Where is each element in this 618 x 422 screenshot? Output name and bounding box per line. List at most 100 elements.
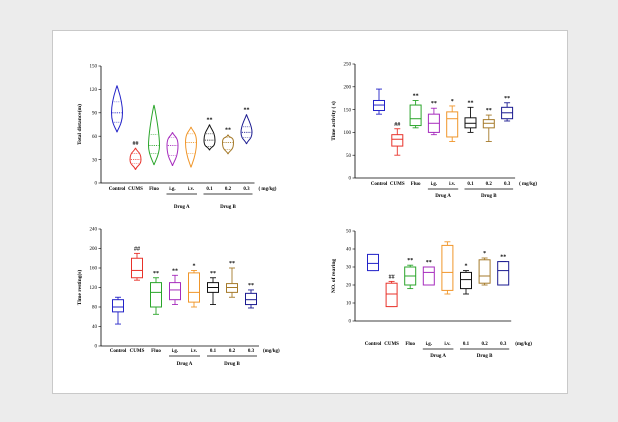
mark-Fluo	[150, 277, 162, 315]
mark-Control	[373, 88, 385, 115]
mark-i.g.	[427, 107, 440, 136]
x-category-label: CUMS	[384, 342, 399, 347]
significance-label: **	[207, 118, 213, 124]
significance-label: **	[486, 108, 492, 114]
x-category-label: 0.2	[486, 182, 493, 187]
x-category-label: Fluo	[405, 342, 415, 347]
box-iqr	[422, 266, 435, 286]
mark-i.g.	[169, 274, 181, 306]
mark-Control	[110, 85, 124, 133]
x-category-label: CUMS	[128, 187, 143, 192]
drug-b-label: Drug B	[224, 362, 240, 367]
significance-label: **	[248, 283, 254, 289]
x-category-label: Control	[109, 187, 126, 192]
x-category-label: i.g.	[172, 349, 179, 354]
y-tick-label: 240	[90, 228, 98, 233]
significance-label: *	[483, 251, 486, 257]
y-tick-label: 100	[344, 131, 352, 136]
significance-label: **	[153, 271, 159, 277]
y-tick-label: 200	[90, 247, 98, 252]
mark-Control	[367, 253, 379, 272]
mark-i.v.	[184, 126, 198, 168]
drug-b-label: Drug B	[477, 354, 493, 359]
x-category-label: 0.2	[481, 342, 488, 347]
mark-i.g.	[166, 132, 179, 166]
drug-a-label: Drug A	[177, 362, 193, 367]
x-category-label: Fluo	[411, 182, 421, 187]
x-category-label: 0.3	[248, 349, 255, 354]
significance-label: ##	[389, 274, 395, 280]
y-tick-label: 120	[90, 286, 98, 291]
box-iqr	[460, 271, 472, 290]
y-tick-label: 120	[90, 88, 98, 93]
significance-label: **	[225, 128, 231, 134]
y-tick-label: 60	[92, 135, 98, 140]
x-category-label: 0.2	[225, 187, 232, 192]
y-tick-label: 50	[346, 154, 352, 159]
x-category-label: i.v.	[188, 187, 195, 192]
x-category-label: Control	[365, 342, 382, 347]
y-tick-label: 250	[344, 63, 352, 68]
y-tick-label: 50	[346, 230, 352, 235]
violin-shape	[110, 85, 124, 133]
x-category-label: i.v.	[444, 342, 451, 347]
mark-0.1	[203, 124, 216, 151]
significance-label: **	[468, 100, 474, 106]
significance-label: **	[229, 261, 235, 267]
mark-0.1	[460, 270, 472, 295]
box-iqr	[367, 253, 379, 272]
drug-a-label: Drug A	[430, 354, 446, 359]
y-tick-label: 10	[346, 302, 352, 307]
significance-label: **	[413, 93, 419, 99]
violin-shape	[221, 134, 235, 155]
box-iqr	[112, 299, 124, 313]
y-tick-label: 80	[92, 306, 98, 311]
chart-panel-1: 0 30 60 90 120 150 Total distance(m) ## ** ** ** Co…	[76, 65, 277, 210]
mark-0.1	[207, 277, 219, 306]
x-category-label: 0.2	[229, 349, 236, 354]
y-tick-label: 160	[90, 267, 98, 272]
mark-0.2	[226, 267, 238, 298]
mark-Control	[112, 296, 124, 325]
mark-0.1	[464, 106, 477, 133]
box-iqr	[391, 134, 404, 147]
y-tick-label: 30	[346, 266, 352, 271]
significance-label: **	[210, 271, 216, 277]
mark-0.3	[240, 114, 253, 145]
box-iqr	[441, 244, 454, 291]
significance-label: **	[172, 268, 178, 274]
box-iqr	[385, 282, 398, 308]
y-tick-label: 0	[95, 182, 98, 187]
mark-CUMS	[131, 252, 143, 281]
drug-a-label: Drug A	[174, 205, 190, 210]
y-axis-label: NO. of rearing	[331, 259, 337, 294]
significance-label: **	[504, 96, 510, 102]
box-iqr	[188, 272, 200, 303]
y-tick-label: 150	[90, 65, 98, 70]
box-iqr	[497, 261, 510, 286]
mark-Fluo	[404, 264, 417, 290]
mark-i.v.	[446, 105, 459, 142]
mark-0.2	[221, 134, 235, 155]
box-iqr	[478, 259, 491, 284]
significance-label: ##	[134, 246, 140, 252]
x-category-label: 0.1	[463, 342, 470, 347]
mark-i.g.	[422, 266, 435, 286]
drug-b-label: Drug B	[220, 205, 236, 210]
mark-Fluo	[147, 104, 161, 166]
x-category-label: i.v.	[449, 182, 456, 187]
mark-0.3	[497, 261, 510, 286]
y-tick-label: 40	[346, 248, 352, 253]
x-category-label: 0.1	[467, 182, 474, 187]
unit-label: ( mg/kg)	[519, 182, 537, 187]
y-tick-label: 40	[92, 325, 98, 330]
significance-label: **	[407, 258, 413, 264]
x-category-label: Fluo	[149, 187, 159, 192]
mark-i.v.	[188, 269, 200, 308]
drug-b-label: Drug B	[481, 194, 497, 199]
violin-shape	[166, 132, 179, 166]
y-tick-label: 0	[349, 177, 352, 182]
mark-0.2	[482, 114, 495, 142]
